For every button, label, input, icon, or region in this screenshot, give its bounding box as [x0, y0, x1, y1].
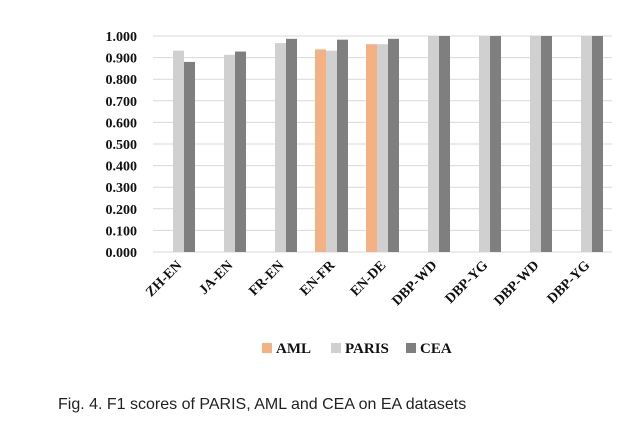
bar-cea-dbp-yg [490, 36, 501, 252]
bar-cea-dbp-wd [439, 36, 450, 252]
bar-paris-ja-en [224, 54, 235, 253]
x-axis-ticks: ZH-EN JA-EN FR-EN EN-FR EN-DE DBP-WD DBP-YG DBP… [143, 258, 593, 309]
legend-swatch-aml [262, 343, 272, 353]
bar-cea-dbp-yg [592, 36, 603, 252]
bar-aml-en-fr [315, 49, 326, 252]
x-tick-label: EN-DE [348, 258, 389, 299]
legend-label-aml: AML [276, 341, 311, 357]
y-tick-label: 0.000 [106, 246, 138, 261]
x-tick-label: DBP-YG [443, 258, 492, 307]
bar-paris-dbp-yg [479, 36, 490, 252]
x-tick-label: FR-EN [246, 258, 287, 299]
legend: AML PARIS CEA [262, 341, 452, 357]
bar-cea-dbp-wd [541, 36, 552, 252]
figure-caption: Fig. 4. F1 scores of PARIS, AML and CEA … [58, 396, 467, 413]
y-axis-ticks: 0.000 0.100 0.200 0.300 0.400 0.500 0.600 0.700… [106, 30, 138, 261]
bar-cea-fr-en [286, 38, 297, 252]
y-tick-label: 0.200 [106, 203, 138, 218]
bar-paris-zh-en [173, 50, 184, 252]
legend-swatch-cea [406, 343, 416, 353]
y-tick-label: 0.500 [106, 138, 138, 153]
bar-paris-dbp-wd [428, 36, 439, 252]
legend-label-cea: CEA [420, 341, 452, 357]
bar-paris-dbp-yg [581, 36, 592, 252]
legend-label-paris: PARIS [345, 341, 389, 357]
bar-cea-en-de [388, 38, 399, 252]
x-tick-label: EN-FR [297, 258, 338, 299]
x-tick-label: DBP-WD [492, 258, 543, 309]
bar-paris-fr-en [275, 43, 286, 253]
x-tick-label: DBP-YG [545, 258, 594, 307]
bar-cea-ja-en [235, 51, 246, 252]
bar-paris-dbp-wd [530, 36, 541, 252]
y-tick-label: 0.300 [106, 181, 138, 196]
y-tick-label: 0.400 [106, 160, 138, 175]
bar-paris-en-de [377, 44, 388, 252]
bars [173, 36, 603, 253]
y-tick-label: 0.100 [106, 224, 138, 239]
y-tick-label: 0.900 [106, 52, 138, 67]
bar-paris-en-fr [326, 50, 337, 252]
x-tick-label: JA-EN [197, 258, 237, 298]
x-tick-label: ZH-EN [143, 258, 185, 300]
y-tick-label: 0.600 [106, 116, 138, 131]
y-tick-label: 0.800 [106, 73, 138, 88]
bar-cea-en-fr [337, 39, 348, 253]
y-tick-label: 0.700 [106, 95, 138, 110]
legend-swatch-paris [331, 343, 341, 353]
bar-cea-zh-en [184, 61, 195, 252]
x-tick-label: DBP-WD [390, 258, 441, 309]
bar-aml-en-de [366, 44, 377, 252]
y-tick-label: 1.000 [106, 30, 138, 45]
f1-bar-chart: 0.000 0.100 0.200 0.300 0.400 0.500 0.600 0.700… [106, 30, 612, 357]
